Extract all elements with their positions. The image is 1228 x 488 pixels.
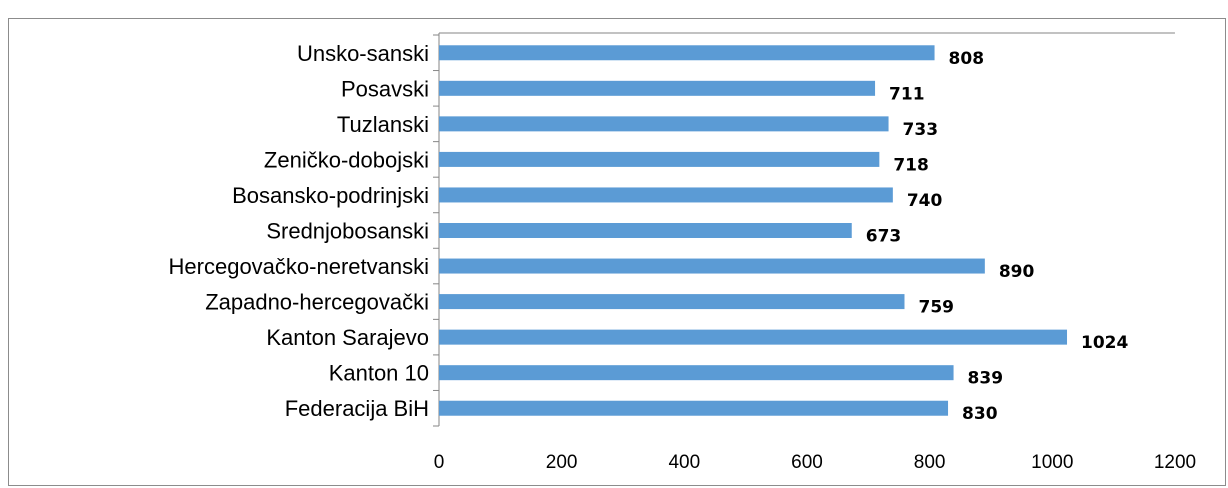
x-tick-label: 1000 (1031, 452, 1073, 473)
bar-4 (439, 187, 893, 203)
data-label: 839 (968, 369, 1004, 389)
category-label: Kanton Sarajevo (266, 325, 429, 350)
data-label: 718 (893, 155, 929, 175)
data-label: 1024 (1081, 333, 1128, 353)
bar-5 (439, 223, 852, 238)
category-label: Zapadno-hercegovački (205, 290, 429, 315)
category-label: Zeničko-dobojski (264, 147, 429, 172)
bar-3 (439, 151, 880, 167)
bar-7 (439, 294, 905, 310)
bar-6 (439, 258, 985, 274)
bar-8 (439, 329, 1068, 345)
bar-0 (439, 45, 935, 61)
category-label: Srednjobosanski (266, 219, 429, 244)
category-label: Kanton 10 (329, 361, 429, 386)
data-label: 740 (907, 191, 943, 211)
category-label: Bosansko-podrinjski (232, 183, 429, 208)
x-tick-label: 400 (668, 452, 700, 473)
x-tick-label: 0 (434, 452, 445, 473)
bar-2 (439, 116, 889, 132)
data-label: 711 (889, 84, 925, 104)
data-label: 733 (903, 120, 939, 140)
x-tick-label: 600 (791, 452, 823, 473)
bar-1 (439, 80, 876, 96)
bar-9 (439, 365, 954, 381)
category-label: Posavski (341, 76, 429, 101)
x-tick-label: 200 (546, 452, 578, 473)
x-tick-label: 1200 (1154, 452, 1196, 473)
category-label: Tuzlanski (337, 112, 429, 137)
data-label: 759 (918, 298, 954, 318)
category-label: Hercegovačko-neretvanski (169, 254, 429, 279)
data-label: 673 (866, 227, 902, 247)
data-label: 830 (962, 404, 998, 424)
bar-10 (439, 400, 949, 416)
data-label: 808 (949, 49, 985, 69)
bar-chart: Unsko-sanski Posavski Tuzlanski Zeničko-dob… (169, 32, 1196, 473)
data-label: 890 (999, 262, 1035, 282)
chart-container: Unsko-sanski Posavski Tuzlanski Zeničko-dob… (8, 18, 1226, 486)
x-tick-label: 800 (914, 452, 946, 473)
category-label: Federacija BiH (285, 396, 429, 421)
category-label: Unsko-sanski (297, 41, 429, 66)
